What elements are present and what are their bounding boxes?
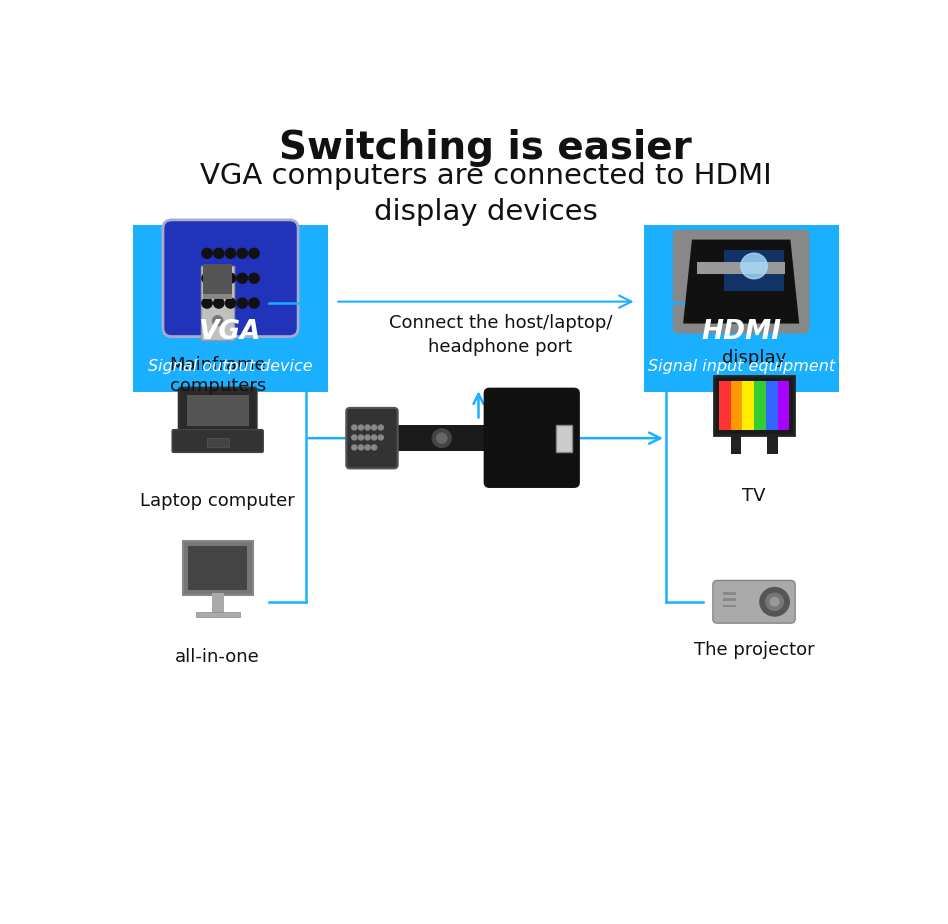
Circle shape	[237, 274, 247, 283]
FancyBboxPatch shape	[211, 593, 224, 614]
FancyBboxPatch shape	[173, 430, 264, 453]
FancyBboxPatch shape	[766, 382, 777, 430]
FancyBboxPatch shape	[777, 382, 790, 430]
FancyBboxPatch shape	[731, 434, 740, 454]
Circle shape	[372, 425, 376, 430]
Circle shape	[352, 445, 356, 450]
Circle shape	[202, 298, 212, 308]
Circle shape	[432, 429, 451, 447]
FancyBboxPatch shape	[719, 382, 731, 430]
Text: VGA: VGA	[199, 319, 262, 345]
Text: Switching is easier: Switching is easier	[280, 128, 692, 166]
Circle shape	[760, 588, 790, 616]
Circle shape	[365, 435, 370, 440]
Circle shape	[372, 435, 376, 440]
FancyBboxPatch shape	[754, 382, 766, 430]
FancyBboxPatch shape	[188, 546, 247, 590]
FancyBboxPatch shape	[556, 425, 572, 452]
FancyBboxPatch shape	[714, 376, 794, 434]
FancyBboxPatch shape	[183, 541, 252, 595]
FancyBboxPatch shape	[204, 264, 232, 296]
Circle shape	[226, 298, 236, 308]
FancyBboxPatch shape	[394, 425, 489, 451]
Circle shape	[212, 316, 223, 326]
Circle shape	[352, 435, 356, 440]
Circle shape	[358, 425, 363, 430]
FancyBboxPatch shape	[346, 407, 398, 468]
Circle shape	[249, 274, 259, 283]
FancyBboxPatch shape	[723, 604, 737, 607]
Circle shape	[237, 298, 247, 308]
Circle shape	[237, 249, 247, 259]
Text: Signal output device: Signal output device	[148, 359, 313, 374]
FancyBboxPatch shape	[767, 434, 777, 454]
Circle shape	[213, 249, 224, 259]
FancyBboxPatch shape	[731, 382, 742, 430]
Text: Connect the host/laptop/
headphone port: Connect the host/laptop/ headphone port	[389, 314, 612, 356]
Circle shape	[226, 249, 236, 259]
FancyBboxPatch shape	[723, 598, 737, 602]
Circle shape	[358, 435, 363, 440]
FancyBboxPatch shape	[201, 265, 234, 340]
Circle shape	[213, 298, 224, 308]
FancyBboxPatch shape	[187, 395, 248, 426]
Text: display: display	[721, 349, 786, 367]
FancyBboxPatch shape	[483, 388, 580, 488]
Circle shape	[372, 445, 376, 450]
Text: HDMI: HDMI	[702, 319, 781, 345]
Text: The projector: The projector	[694, 641, 814, 659]
FancyBboxPatch shape	[644, 225, 839, 392]
FancyBboxPatch shape	[723, 592, 737, 595]
FancyBboxPatch shape	[195, 612, 240, 617]
FancyBboxPatch shape	[204, 295, 232, 299]
Text: VGA computers are connected to HDMI
display devices: VGA computers are connected to HDMI disp…	[200, 162, 772, 225]
Circle shape	[202, 249, 212, 259]
Circle shape	[249, 298, 259, 308]
Circle shape	[249, 249, 259, 259]
Polygon shape	[684, 239, 799, 323]
FancyBboxPatch shape	[133, 225, 328, 392]
Circle shape	[766, 593, 783, 611]
Text: TV: TV	[742, 487, 766, 505]
Circle shape	[358, 445, 363, 450]
Text: Mainframe
computers: Mainframe computers	[170, 357, 266, 395]
FancyBboxPatch shape	[713, 580, 795, 623]
FancyBboxPatch shape	[720, 245, 789, 296]
FancyBboxPatch shape	[742, 382, 754, 430]
FancyBboxPatch shape	[697, 261, 785, 274]
Circle shape	[740, 253, 767, 279]
Circle shape	[437, 433, 447, 444]
Circle shape	[770, 598, 779, 606]
Circle shape	[378, 435, 383, 440]
Circle shape	[213, 274, 224, 283]
FancyBboxPatch shape	[750, 295, 757, 313]
Text: Laptop computer: Laptop computer	[140, 492, 295, 509]
Circle shape	[378, 425, 383, 430]
FancyBboxPatch shape	[207, 438, 228, 446]
Text: all-in-one: all-in-one	[175, 648, 260, 666]
Circle shape	[365, 425, 370, 430]
Circle shape	[365, 445, 370, 450]
Circle shape	[202, 274, 212, 283]
FancyBboxPatch shape	[163, 220, 298, 336]
FancyBboxPatch shape	[179, 388, 257, 433]
Circle shape	[352, 425, 356, 430]
FancyBboxPatch shape	[673, 230, 810, 334]
FancyBboxPatch shape	[724, 249, 784, 291]
Text: Signal input equipment: Signal input equipment	[647, 359, 835, 374]
FancyBboxPatch shape	[736, 310, 773, 316]
Circle shape	[226, 274, 236, 283]
